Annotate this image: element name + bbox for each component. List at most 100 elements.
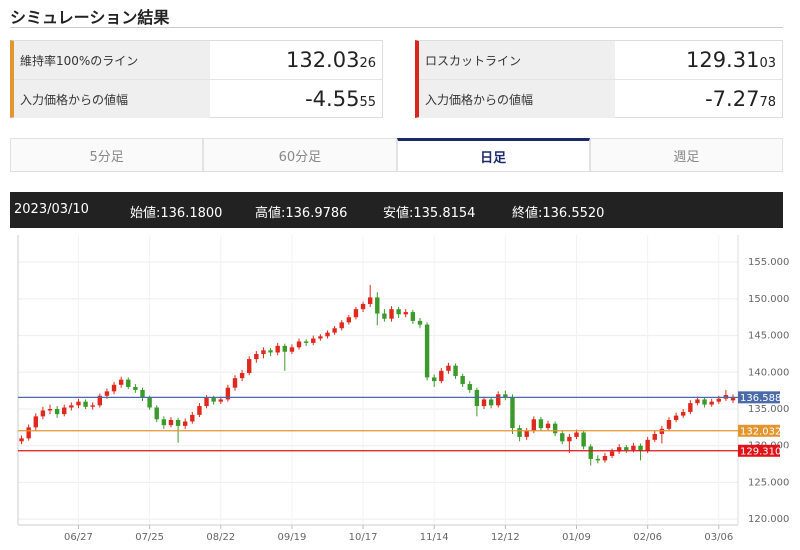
candle-body <box>488 399 494 406</box>
x-tick-label: 01/09 <box>562 532 591 543</box>
timeframe-tabs: 5分足 60分足 日足 週足 <box>10 138 783 172</box>
candle-body <box>567 436 572 442</box>
candle-body <box>474 389 480 407</box>
candle-body <box>467 384 472 390</box>
bar-item: 高値:136.9786 <box>255 206 348 221</box>
candle-body <box>510 397 515 429</box>
candle-body <box>503 394 508 398</box>
tab[interactable]: 60分足 <box>203 138 397 171</box>
candle-body <box>574 432 579 437</box>
y-tick-label: 155.000 <box>748 257 789 268</box>
value-sub: 03 <box>759 55 776 71</box>
tab[interactable]: 週足 <box>589 138 783 171</box>
candle-body <box>360 304 366 310</box>
y-tick-label: 140.000 <box>748 367 789 378</box>
row-label: 維持率100%のライン <box>14 41 210 79</box>
candle-body <box>182 421 188 426</box>
row-label: ロスカットライン <box>419 41 615 79</box>
candle-body <box>560 433 565 442</box>
candle-body <box>496 394 501 406</box>
tab[interactable]: 5分足 <box>10 138 204 171</box>
candle-body <box>681 411 686 416</box>
candle-body <box>296 341 302 348</box>
candle-body <box>688 403 693 412</box>
candle-body <box>218 399 223 402</box>
candle-body <box>367 297 373 305</box>
value-main: -4.55 <box>305 87 360 111</box>
candle-body <box>446 365 451 371</box>
candle-body <box>161 419 167 426</box>
candle-body <box>232 378 238 388</box>
candle-body <box>638 445 643 451</box>
y-tick-label: 145.000 <box>748 331 789 342</box>
candle-body <box>517 428 522 437</box>
x-tick-label: 07/25 <box>135 532 164 543</box>
candle-body <box>325 332 330 337</box>
value-main: -7.27 <box>705 87 760 111</box>
candle-body <box>432 377 437 382</box>
y-tick-label: 120.000 <box>748 514 789 525</box>
candle-body <box>289 347 295 352</box>
summary-panel: ロスカットライン 129.31 03 入力価格からの値幅 -7.27 78 <box>415 40 783 118</box>
candle-body <box>624 447 629 451</box>
candle-body <box>346 317 352 323</box>
price-label-box <box>738 424 780 437</box>
row-value: -4.55 55 <box>210 80 382 118</box>
candle-body <box>126 379 131 387</box>
x-tick-label: 02/06 <box>633 532 662 543</box>
bar-item: 安値:135.8154 <box>383 206 476 221</box>
candle-body <box>225 387 231 400</box>
candle-body <box>616 447 622 452</box>
y-tick-label: 125.000 <box>748 477 789 488</box>
candle-body <box>332 328 337 333</box>
candle-body <box>104 391 110 396</box>
candle-body <box>481 399 487 407</box>
candle-body <box>659 428 665 434</box>
candle-body <box>602 455 608 461</box>
candle-body <box>709 401 714 405</box>
candle-body <box>47 409 53 411</box>
row-value: 132.03 26 <box>210 41 382 79</box>
candle-body <box>581 432 586 447</box>
candle-body <box>453 365 458 376</box>
bar-item: 終値:136.5520 <box>512 206 605 221</box>
candle-body <box>439 370 444 382</box>
candle-body <box>54 409 60 415</box>
value-sub: 26 <box>359 55 376 71</box>
candle-body <box>588 446 593 459</box>
x-tick-label: 12/12 <box>491 532 520 543</box>
candle-body <box>545 423 551 429</box>
x-tick-label: 11/14 <box>420 532 449 543</box>
row-label: 入力価格からの値幅 <box>419 80 615 118</box>
candle-body <box>40 410 46 417</box>
bar-item: 始値:136.1800 <box>130 206 223 221</box>
candle-body <box>275 345 280 353</box>
candle-body <box>83 401 88 407</box>
candle-body <box>403 312 408 315</box>
candle-body <box>538 419 544 429</box>
candle-body <box>389 309 394 319</box>
price-label: 132.0326 <box>740 426 788 437</box>
x-tick-label: 09/19 <box>277 532 306 543</box>
summary-panel: 維持率100%のライン 132.03 26 入力価格からの値幅 -4.55 55 <box>10 40 383 118</box>
page-title: シミュレーション結果 <box>10 8 170 27</box>
candle-body <box>211 397 216 402</box>
candle-body <box>318 336 323 339</box>
tab[interactable]: 日足 <box>396 138 590 171</box>
candle-body <box>396 309 401 315</box>
candle-body <box>410 312 416 321</box>
candle-body <box>118 379 124 385</box>
x-tick-label: 10/17 <box>349 532 378 543</box>
candle-body <box>140 389 145 398</box>
title-rule <box>10 27 783 28</box>
candle-body <box>26 427 31 439</box>
candle-body <box>631 445 636 451</box>
price-label-box <box>738 391 780 404</box>
candle-body <box>90 405 95 407</box>
candle-body <box>204 397 209 407</box>
row-label: 入力価格からの値幅 <box>14 80 210 118</box>
candle-body <box>76 401 81 406</box>
candle-body <box>261 350 266 354</box>
bar-date: 2023/03/10 <box>14 202 89 217</box>
